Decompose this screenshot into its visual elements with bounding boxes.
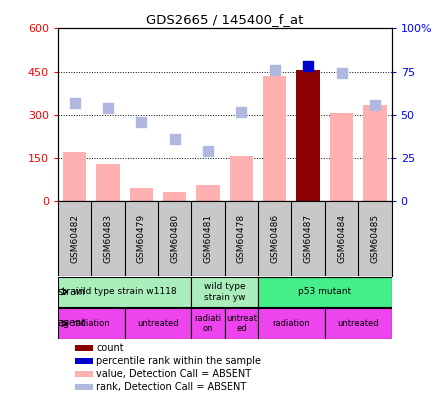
Text: GSM60480: GSM60480 [170, 214, 179, 263]
Bar [191, 277, 258, 307]
Text: wild type strain w1118: wild type strain w1118 [73, 287, 176, 296]
Text: radiati
on: radiati on [194, 314, 222, 333]
Point [305, 62, 312, 69]
Bar [58, 308, 125, 339]
Text: count: count [96, 343, 124, 353]
Text: strain: strain [57, 287, 85, 297]
Bar [325, 308, 392, 339]
Text: value, Detection Call = ABSENT: value, Detection Call = ABSENT [96, 369, 251, 379]
Text: radiation: radiation [273, 319, 310, 328]
Bar [196, 185, 220, 201]
Point [271, 67, 279, 73]
Bar [225, 308, 258, 339]
Text: GSM60485: GSM60485 [370, 214, 380, 263]
Bar [258, 277, 392, 307]
Bar [125, 308, 191, 339]
Bar [75, 358, 93, 364]
Bar [263, 76, 287, 201]
Text: rank, Detection Call = ABSENT: rank, Detection Call = ABSENT [96, 382, 247, 392]
Point [71, 100, 78, 107]
Bar [363, 104, 387, 201]
Bar [75, 345, 93, 351]
Text: percentile rank within the sample: percentile rank within the sample [96, 356, 261, 366]
Bar [191, 308, 225, 339]
Text: p53 mutant: p53 mutant [298, 287, 352, 296]
Text: GSM60487: GSM60487 [303, 214, 313, 263]
Text: untreated: untreated [137, 319, 179, 328]
Bar [96, 164, 120, 201]
Bar [258, 308, 325, 339]
Bar [163, 192, 186, 201]
Bar [296, 70, 320, 201]
Bar [230, 156, 253, 201]
Bar [330, 113, 353, 201]
Text: GSM60479: GSM60479 [137, 214, 146, 263]
Text: GSM60481: GSM60481 [203, 214, 213, 263]
Point [338, 70, 345, 76]
Point [372, 101, 379, 108]
Point [238, 109, 245, 115]
Bar [129, 188, 153, 201]
Text: GSM60478: GSM60478 [237, 214, 246, 263]
Text: GSM60484: GSM60484 [337, 214, 346, 263]
Point [104, 104, 111, 111]
Bar [58, 277, 191, 307]
Bar [75, 371, 93, 377]
Point [171, 136, 178, 143]
Text: agent: agent [57, 318, 85, 328]
Point [205, 147, 212, 154]
Point [138, 119, 145, 125]
Text: untreat
ed: untreat ed [226, 314, 257, 333]
Text: radiation: radiation [73, 319, 110, 328]
Text: wild type
strain yw: wild type strain yw [204, 282, 246, 301]
Text: untreated: untreated [337, 319, 379, 328]
Text: GSM60483: GSM60483 [103, 214, 113, 263]
Bar [63, 152, 86, 201]
Title: GDS2665 / 145400_f_at: GDS2665 / 145400_f_at [146, 13, 303, 26]
Text: GSM60486: GSM60486 [270, 214, 279, 263]
Bar [75, 384, 93, 390]
Text: GSM60482: GSM60482 [70, 214, 79, 263]
